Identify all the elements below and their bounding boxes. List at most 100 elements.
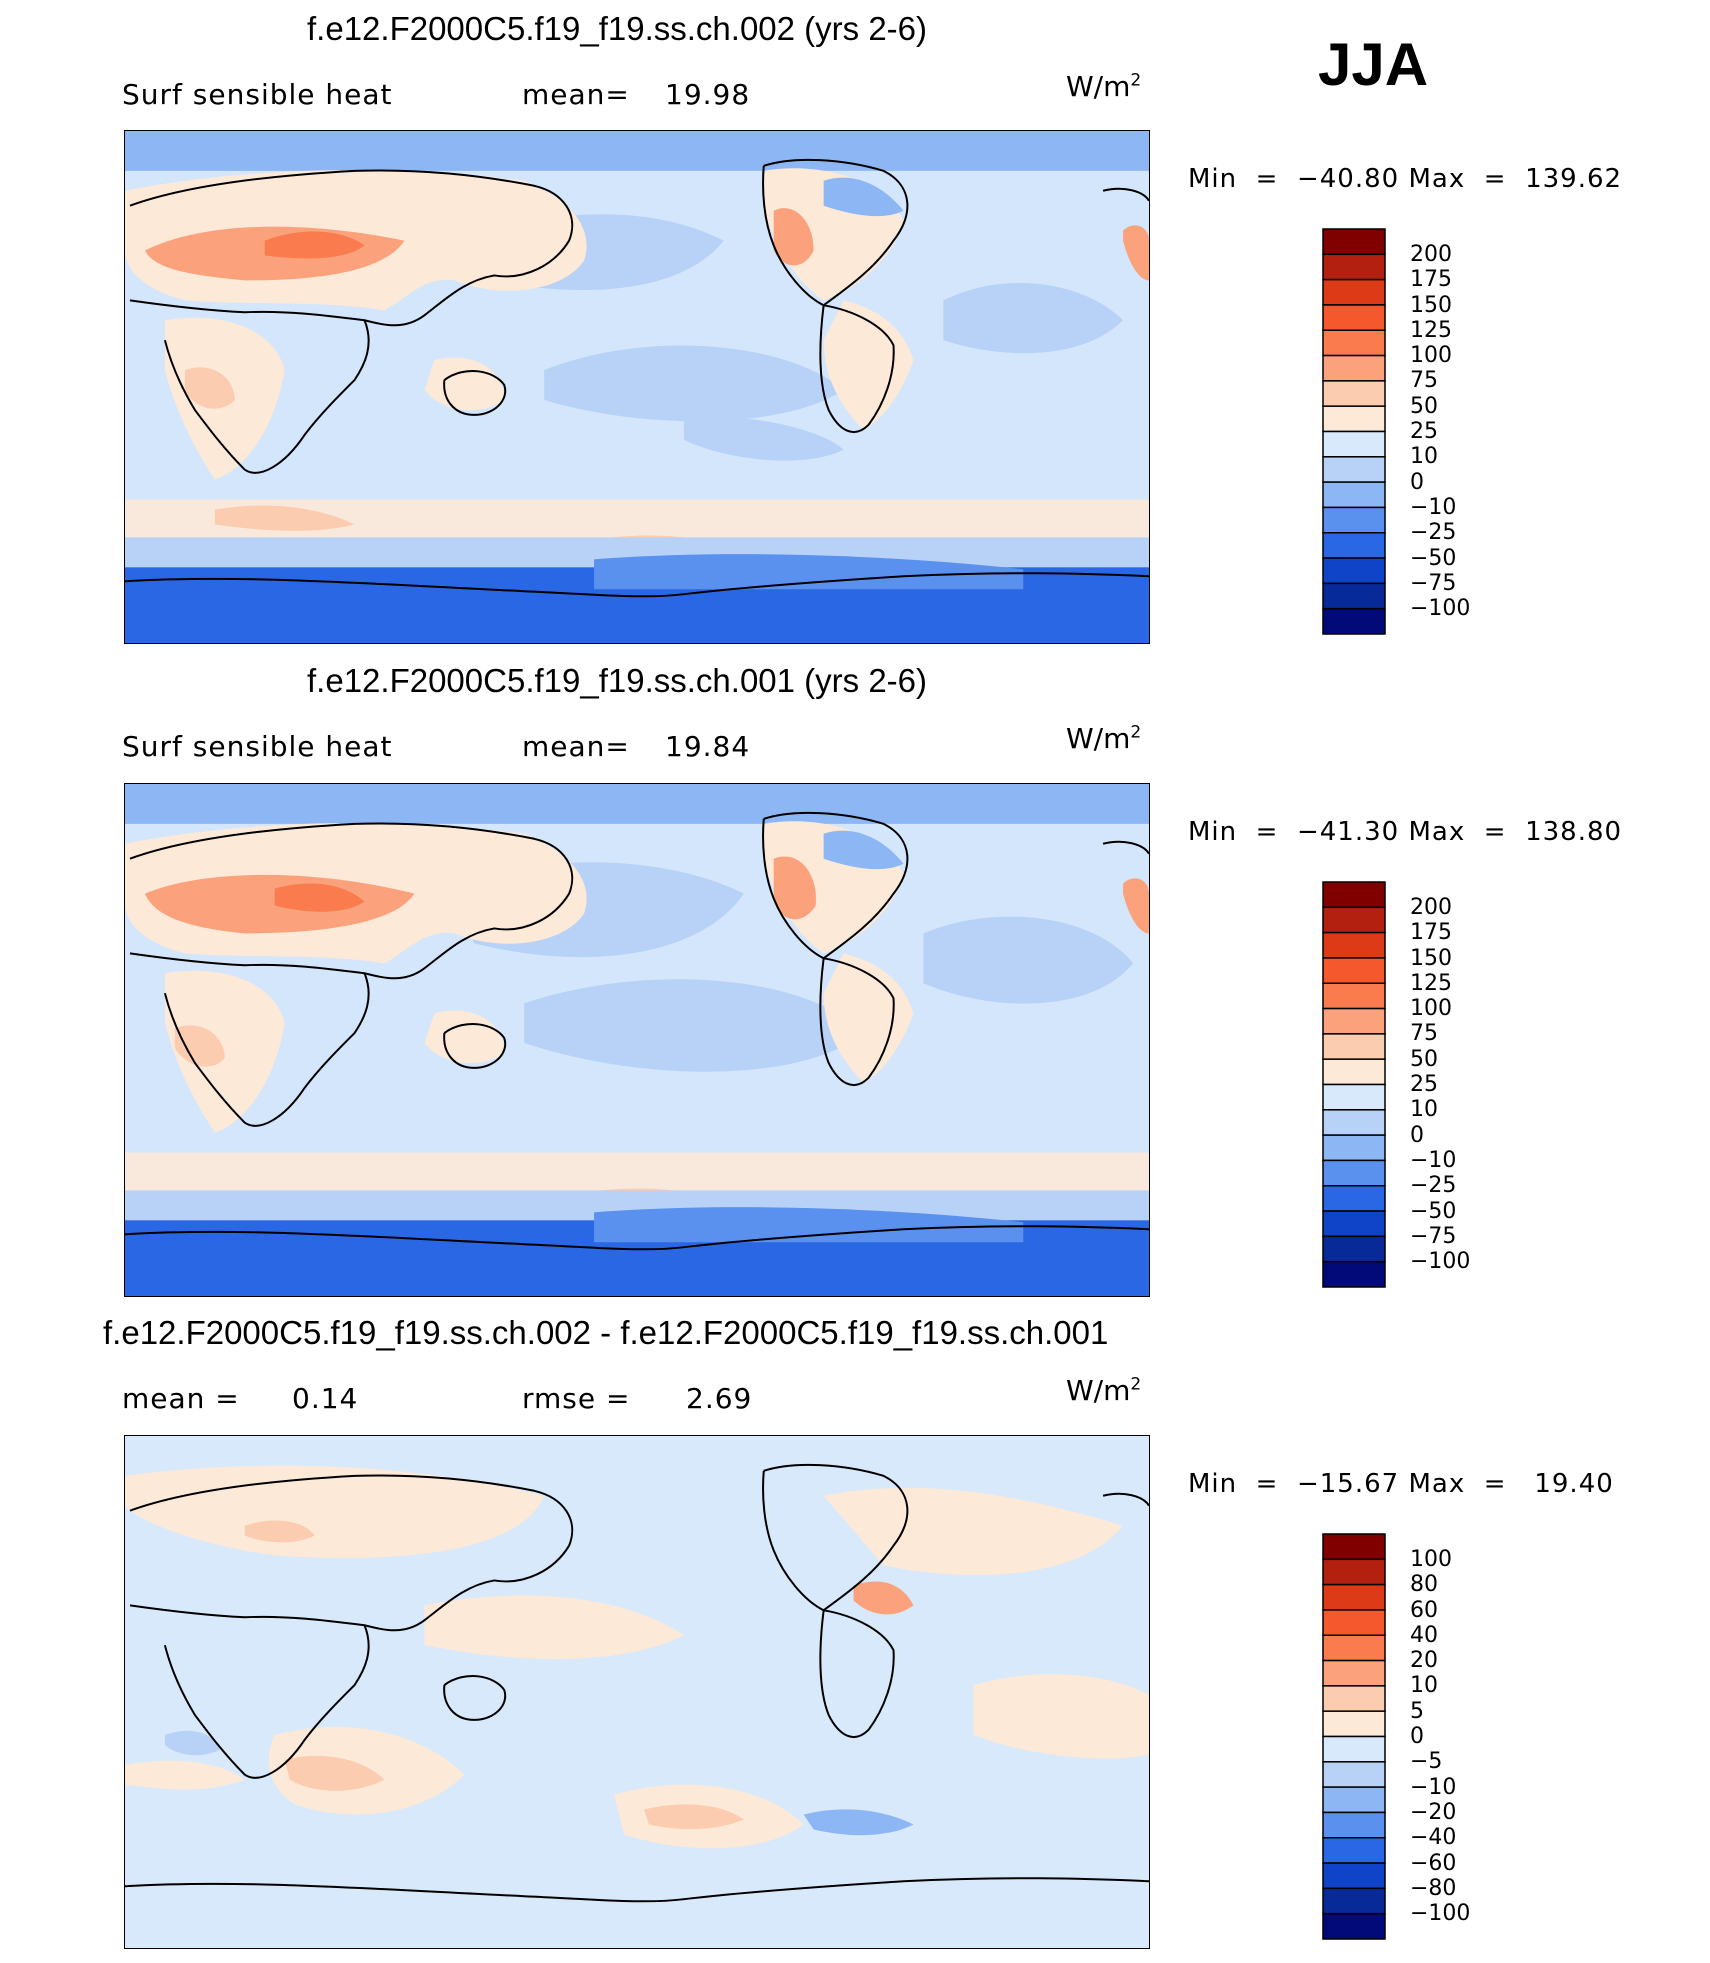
colorbar-swatch [1322, 278, 1386, 306]
colorbar-swatch [1322, 1862, 1386, 1890]
colorbar-swatch [1322, 380, 1386, 407]
cbar-label: −75 [1410, 570, 1457, 596]
colorbar-swatch [1322, 1159, 1386, 1187]
cbar-label: 50 [1410, 1046, 1438, 1072]
panel-3-mean-value: 0.14 [292, 1382, 359, 1415]
colorbar-swatch [1322, 982, 1386, 1010]
panel-1-mean-value: 19.98 [665, 78, 751, 111]
colorbar-swatch [1322, 1235, 1386, 1263]
cbar-label: 0 [1410, 469, 1424, 495]
cbar-label: 80 [1410, 1572, 1438, 1598]
cbar-label: 20 [1410, 1648, 1438, 1674]
panel-2-variable-label: Surf sensible heat [122, 730, 393, 763]
colorbar-swatch [1322, 1811, 1386, 1839]
cbar-label: 125 [1410, 970, 1452, 996]
panel-3-mean-label: mean = [122, 1382, 240, 1415]
cbar-label: −40 [1410, 1825, 1457, 1851]
colorbar-swatch [1322, 557, 1386, 585]
cbar-label: 100 [1410, 343, 1452, 369]
cbar-label: 75 [1410, 368, 1438, 394]
colorbar-swatch [1322, 1583, 1386, 1611]
colorbar-swatch [1322, 607, 1386, 635]
colorbar-swatch [1322, 582, 1386, 610]
cbar-label: −60 [1410, 1850, 1457, 1876]
colorbar-swatch [1322, 1912, 1386, 1940]
colorbar-swatch [1322, 430, 1386, 458]
colorbar-swatch [1322, 1033, 1386, 1060]
cbar-label: 10 [1410, 1097, 1438, 1123]
cbar-label: −100 [1410, 1901, 1471, 1927]
panel-1-title: f.e12.F2000C5.f19_f19.ss.ch.002 (yrs 2-6… [307, 10, 928, 47]
cbar-label: −50 [1410, 1198, 1457, 1224]
cbar-label: 100 [1410, 996, 1452, 1022]
cbar-label: 0 [1410, 1122, 1424, 1148]
colorbar-swatch [1322, 1083, 1386, 1111]
cbar-label: −5 [1410, 1749, 1443, 1775]
cbar-label: 125 [1410, 317, 1452, 343]
colorbar-swatch [1322, 1109, 1386, 1136]
cbar-label: −25 [1410, 1173, 1457, 1199]
colorbar-swatch [1322, 957, 1386, 984]
cbar-label: 200 [1410, 242, 1452, 267]
panel-1-colorbar [1322, 228, 1386, 635]
cbar-label: 40 [1410, 1622, 1438, 1648]
colorbar-swatch [1322, 1761, 1386, 1788]
cbar-label: −80 [1410, 1875, 1457, 1901]
cbar-label: 75 [1410, 1021, 1438, 1047]
colorbar-swatch [1322, 1260, 1386, 1288]
colorbar-swatch [1322, 456, 1386, 483]
cbar-label: 60 [1410, 1597, 1438, 1623]
colorbar-swatch [1322, 253, 1386, 281]
colorbar-swatch [1322, 1837, 1386, 1864]
cbar-label: 100 [1410, 1547, 1452, 1572]
panel-2-title: f.e12.F2000C5.f19_f19.ss.ch.001 (yrs 2-6… [307, 662, 928, 699]
panel-1-minmax: Min = −40.80 Max = 139.62 [1188, 164, 1623, 194]
cbar-label: 200 [1410, 895, 1452, 920]
cbar-label: −100 [1410, 596, 1471, 622]
colorbar-swatch [1322, 1210, 1386, 1238]
cbar-label: −20 [1410, 1799, 1457, 1825]
colorbar-swatch [1322, 1735, 1386, 1763]
colorbar-swatch [1322, 1609, 1386, 1636]
cbar-label: 150 [1410, 945, 1452, 971]
colorbar-swatch [1322, 329, 1386, 357]
panel-2-map [124, 783, 1150, 1297]
panel-3-units: W/m2 [1066, 1374, 1142, 1407]
panel-3-colorbar-labels: 100 80 60 40 20 10 5 0 −5 −10 −20 −40 −6… [1410, 1547, 1470, 1926]
colorbar-swatch [1322, 304, 1386, 331]
colorbar-swatch [1322, 1058, 1386, 1086]
panel-2-colorbar [1322, 881, 1386, 1288]
cbar-label: −25 [1410, 520, 1457, 546]
colorbar-swatch [1322, 481, 1386, 509]
panel-2-mean-value: 19.84 [665, 730, 751, 763]
colorbar-swatch [1322, 1533, 1386, 1561]
panel-1-map [124, 130, 1150, 644]
colorbar-swatch [1322, 405, 1386, 433]
colorbar-swatch [1322, 1558, 1386, 1586]
colorbar-swatch [1322, 1007, 1386, 1035]
cbar-label: 175 [1410, 267, 1452, 293]
panel-2-units: W/m2 [1066, 722, 1142, 755]
panel-3-title: f.e12.F2000C5.f19_f19.ss.ch.002 - f.e12.… [103, 1314, 1109, 1351]
colorbar-swatch [1322, 1659, 1386, 1687]
panel-3-colorbar-swatches [1322, 1533, 1386, 1940]
panel-1-mean-label: mean= [522, 78, 630, 111]
panel-1-colorbar-swatches [1322, 228, 1386, 635]
panel-2-colorbar-labels: 200 175 150 125 100 75 50 25 10 0 −10 −2… [1410, 895, 1470, 1274]
panel-3-colorbar [1322, 1533, 1386, 1940]
panel-3-map [124, 1435, 1150, 1949]
colorbar-swatch [1322, 931, 1386, 959]
colorbar-swatch [1322, 532, 1386, 559]
colorbar-swatch [1322, 1786, 1386, 1814]
panel-3-minmax: Min = −15.67 Max = 19.40 [1188, 1469, 1614, 1499]
panel-1-colorbar-labels: 200 175 150 125 100 75 50 25 10 0 −10 −2… [1410, 242, 1470, 621]
cbar-label: 175 [1410, 920, 1452, 946]
panel-1-units: W/m2 [1066, 70, 1142, 103]
cbar-label: 0 [1410, 1724, 1424, 1750]
cbar-label: −10 [1410, 1774, 1457, 1800]
colorbar-swatch [1322, 506, 1386, 534]
cbar-label: −10 [1410, 494, 1457, 520]
colorbar-swatch [1322, 906, 1386, 934]
panel-1-variable-label: Surf sensible heat [122, 78, 393, 111]
colorbar-swatch [1322, 228, 1386, 256]
